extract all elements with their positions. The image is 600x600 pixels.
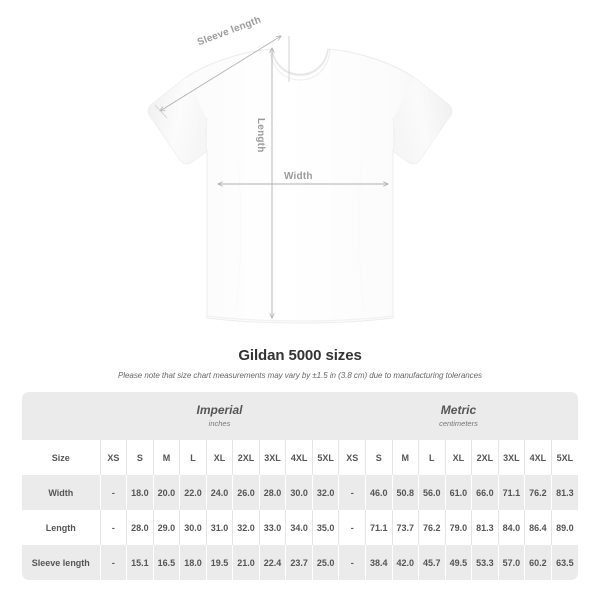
cell-width-metric-xl: 61.0 xyxy=(444,475,472,510)
cell-length-metric-s: 71.1 xyxy=(364,510,392,545)
cell-width-imperial-m: 20.0 xyxy=(152,475,180,510)
cell-length-imperial-xl: 31.0 xyxy=(205,510,233,545)
row-label-length: Length xyxy=(22,510,101,545)
cell-length-metric-xs: - xyxy=(338,510,366,545)
cell-sleeve-imperial-l: 18.0 xyxy=(179,545,207,580)
cell-width-imperial-4xl: 30.0 xyxy=(285,475,313,510)
cell-length-imperial-3xl: 33.0 xyxy=(258,510,286,545)
cell-width-metric-xs: - xyxy=(338,475,366,510)
cell-length-imperial-xs: - xyxy=(99,510,127,545)
size-header-imperial-s: S xyxy=(126,440,154,475)
cell-length-imperial-s: 28.0 xyxy=(126,510,154,545)
cell-width-imperial-xs: - xyxy=(99,475,127,510)
table-row: Length - 28.0 29.0 30.0 31.0 32.0 33.0 3… xyxy=(22,510,578,545)
unit-sub-imperial: inches xyxy=(208,418,231,428)
cell-width-imperial-s: 18.0 xyxy=(126,475,154,510)
cell-length-metric-m: 73.7 xyxy=(391,510,419,545)
size-header-metric-5xl: 5XL xyxy=(550,440,578,475)
cell-width-imperial-5xl: 32.0 xyxy=(311,475,339,510)
cell-sleeve-imperial-5xl: 25.0 xyxy=(311,545,339,580)
cell-width-imperial-3xl: 28.0 xyxy=(258,475,286,510)
cell-sleeve-metric-5xl: 63.5 xyxy=(550,545,578,580)
cell-length-imperial-l: 30.0 xyxy=(179,510,207,545)
sleeve-length-arrow xyxy=(159,35,282,112)
tolerance-note: Please note that size chart measurements… xyxy=(118,371,482,380)
cell-length-metric-2xl: 81.3 xyxy=(471,510,499,545)
cell-width-metric-4xl: 76.2 xyxy=(524,475,552,510)
cell-length-metric-3xl: 84.0 xyxy=(497,510,525,545)
cell-sleeve-metric-xl: 49.5 xyxy=(444,545,472,580)
cell-sleeve-metric-4xl: 60.2 xyxy=(524,545,552,580)
cell-width-metric-3xl: 71.1 xyxy=(497,475,525,510)
size-header-imperial-2xl: 2XL xyxy=(232,440,260,475)
size-header-row: Size XS S M L XL 2XL 3XL 4XL 5XL XS S M … xyxy=(22,440,578,475)
size-corner-label: Size xyxy=(22,440,101,475)
cell-length-imperial-2xl: 32.0 xyxy=(232,510,260,545)
length-annotation: Length xyxy=(255,118,266,153)
cell-sleeve-imperial-2xl: 21.0 xyxy=(232,545,260,580)
size-header-imperial-m: M xyxy=(152,440,180,475)
cell-width-metric-s: 46.0 xyxy=(364,475,392,510)
cell-length-imperial-m: 29.0 xyxy=(152,510,180,545)
size-header-metric-2xl: 2XL xyxy=(471,440,499,475)
size-header-metric-3xl: 3XL xyxy=(497,440,525,475)
cell-length-metric-5xl: 89.0 xyxy=(550,510,578,545)
unit-cell-metric: Metric centimeters xyxy=(338,392,578,440)
tshirt-illustration xyxy=(147,35,453,324)
unit-cell-imperial: Imperial inches xyxy=(100,392,339,440)
width-annotation: Width xyxy=(284,171,313,182)
unit-corner-cell xyxy=(22,392,101,440)
cell-length-metric-4xl: 86.4 xyxy=(524,510,552,545)
unit-name-metric: Metric xyxy=(440,402,477,417)
cell-sleeve-metric-xs: - xyxy=(338,545,366,580)
size-chart-table-container: Imperial inches Metric centimeters Size … xyxy=(22,392,578,580)
cell-width-metric-2xl: 66.0 xyxy=(471,475,499,510)
cell-sleeve-metric-m: 42.0 xyxy=(391,545,419,580)
cell-width-metric-m: 50.8 xyxy=(391,475,419,510)
row-label-width: Width xyxy=(22,475,101,510)
cell-length-imperial-4xl: 34.0 xyxy=(285,510,313,545)
size-header-imperial-xl: XL xyxy=(205,440,233,475)
cell-length-metric-xl: 79.0 xyxy=(444,510,472,545)
cell-width-metric-5xl: 81.3 xyxy=(550,475,578,510)
size-header-metric-l: L xyxy=(418,440,446,475)
size-header-metric-xl: XL xyxy=(444,440,472,475)
cell-sleeve-metric-3xl: 57.0 xyxy=(497,545,525,580)
cell-width-imperial-l: 22.0 xyxy=(179,475,207,510)
cell-sleeve-metric-s: 38.4 xyxy=(364,545,392,580)
size-header-metric-4xl: 4XL xyxy=(524,440,552,475)
size-header-imperial-l: L xyxy=(179,440,207,475)
cell-sleeve-imperial-s: 15.1 xyxy=(126,545,154,580)
size-header-imperial-5xl: 5XL xyxy=(311,440,339,475)
cell-sleeve-imperial-4xl: 23.7 xyxy=(285,545,313,580)
unit-sub-metric: centimeters xyxy=(439,418,478,428)
cell-length-metric-l: 76.2 xyxy=(418,510,446,545)
cell-width-imperial-2xl: 26.0 xyxy=(232,475,260,510)
cell-sleeve-metric-2xl: 53.3 xyxy=(471,545,499,580)
unit-name-imperial: Imperial xyxy=(196,402,243,417)
table-row: Width - 18.0 20.0 22.0 24.0 26.0 28.0 30… xyxy=(22,475,578,510)
cell-sleeve-imperial-xl: 19.5 xyxy=(205,545,233,580)
title-block: Gildan 5000 sizes Please note that size … xyxy=(0,347,600,380)
table-row: Sleeve length - 15.1 16.5 18.0 19.5 21.0… xyxy=(22,545,578,580)
unit-header-row: Imperial inches Metric centimeters xyxy=(22,392,578,440)
size-header-imperial-4xl: 4XL xyxy=(285,440,313,475)
size-header-imperial-xs: XS xyxy=(99,440,127,475)
cell-sleeve-imperial-3xl: 22.4 xyxy=(258,545,286,580)
cell-sleeve-imperial-xs: - xyxy=(99,545,127,580)
measurement-arrows xyxy=(154,35,389,319)
cell-width-metric-l: 56.0 xyxy=(418,475,446,510)
row-label-sleeve-length: Sleeve length xyxy=(22,545,101,580)
cell-sleeve-imperial-m: 16.5 xyxy=(152,545,180,580)
cell-sleeve-metric-l: 45.7 xyxy=(418,545,446,580)
size-header-metric-s: S xyxy=(364,440,392,475)
cell-length-imperial-5xl: 35.0 xyxy=(311,510,339,545)
size-header-metric-m: M xyxy=(391,440,419,475)
size-header-metric-xs: XS xyxy=(338,440,366,475)
cell-width-imperial-xl: 24.0 xyxy=(205,475,233,510)
page-title: Gildan 5000 sizes xyxy=(238,347,362,364)
size-header-imperial-3xl: 3XL xyxy=(258,440,286,475)
size-chart-table: Imperial inches Metric centimeters Size … xyxy=(22,392,578,580)
tshirt-diagram: Sleeve length Length Width xyxy=(147,15,453,324)
